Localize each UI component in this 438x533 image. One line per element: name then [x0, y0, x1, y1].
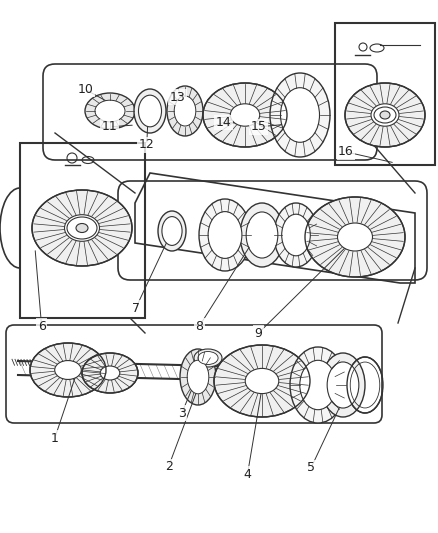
Ellipse shape [274, 203, 318, 267]
Ellipse shape [374, 107, 396, 123]
Ellipse shape [305, 197, 405, 277]
Text: 9: 9 [254, 327, 262, 340]
Ellipse shape [95, 100, 125, 122]
Ellipse shape [290, 347, 346, 423]
Ellipse shape [380, 111, 390, 119]
Text: 1: 1 [51, 432, 59, 445]
Ellipse shape [158, 211, 186, 251]
Text: 5: 5 [307, 462, 315, 474]
Ellipse shape [345, 83, 425, 147]
Text: 4: 4 [244, 468, 251, 481]
Ellipse shape [203, 83, 287, 147]
Ellipse shape [246, 212, 278, 258]
Ellipse shape [199, 199, 251, 271]
Ellipse shape [82, 353, 138, 393]
Text: 10: 10 [78, 83, 93, 96]
Text: 3: 3 [178, 407, 186, 419]
Ellipse shape [327, 362, 359, 408]
Text: 16: 16 [338, 146, 354, 158]
Ellipse shape [76, 223, 88, 232]
Ellipse shape [180, 349, 216, 405]
Text: 15: 15 [251, 120, 266, 133]
Text: 2: 2 [165, 460, 173, 473]
Ellipse shape [208, 212, 242, 259]
Ellipse shape [321, 353, 365, 417]
Ellipse shape [214, 345, 310, 417]
Ellipse shape [100, 366, 120, 380]
Ellipse shape [138, 95, 162, 127]
Ellipse shape [300, 360, 336, 410]
Ellipse shape [371, 104, 399, 126]
Text: 7: 7 [132, 302, 140, 314]
Text: 8: 8 [195, 320, 203, 333]
Ellipse shape [194, 349, 222, 367]
Text: 14: 14 [215, 116, 231, 129]
Ellipse shape [32, 190, 132, 266]
Ellipse shape [282, 214, 310, 256]
Ellipse shape [230, 104, 260, 126]
Text: 13: 13 [170, 91, 185, 103]
Ellipse shape [85, 93, 135, 129]
Ellipse shape [134, 89, 166, 133]
Text: 6: 6 [38, 320, 46, 333]
Ellipse shape [55, 360, 81, 379]
Ellipse shape [338, 223, 372, 251]
Ellipse shape [187, 360, 209, 394]
Text: 11: 11 [102, 120, 117, 133]
Ellipse shape [67, 217, 97, 239]
Ellipse shape [64, 215, 99, 241]
Ellipse shape [245, 368, 279, 393]
Ellipse shape [162, 216, 182, 245]
Text: 12: 12 [139, 139, 155, 151]
Ellipse shape [280, 88, 319, 142]
Ellipse shape [30, 343, 106, 397]
Ellipse shape [240, 203, 284, 267]
Ellipse shape [198, 352, 218, 365]
Ellipse shape [174, 96, 196, 126]
Ellipse shape [167, 86, 203, 136]
Ellipse shape [270, 73, 330, 157]
